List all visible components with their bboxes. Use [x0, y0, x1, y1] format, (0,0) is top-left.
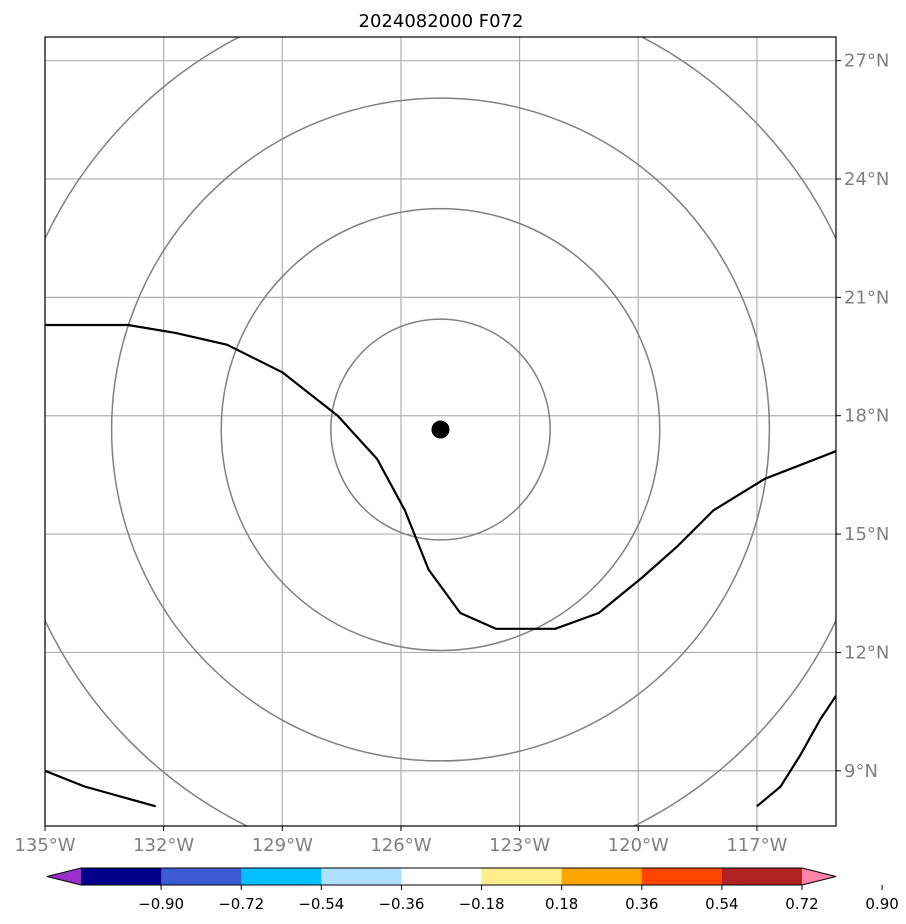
range-ring — [330, 318, 551, 541]
tick-label-lon: 117°W — [726, 835, 787, 856]
colorbar-segment — [401, 868, 483, 885]
tick-label-lat: 21°N — [844, 287, 889, 308]
tick-label-lon: 135°W — [14, 835, 75, 856]
tick-label-lon: 120°W — [608, 835, 669, 856]
tick-label-lat: 12°N — [844, 642, 889, 663]
colorbar-tick-label: −0.54 — [298, 895, 344, 913]
tick-label-lon: 129°W — [252, 835, 313, 856]
map-area: 135°W 132°W 129°W 126°W 123°W 120°W 117°W 9°N 12… — [14, 36, 889, 856]
main-contour — [45, 323, 836, 630]
colorbar-tick-label: −0.36 — [378, 895, 424, 913]
colorbar-tick-label: −0.18 — [459, 895, 505, 913]
se-contour — [756, 695, 836, 808]
colorbar-extend-high — [802, 868, 836, 885]
colorbar-outline — [46, 867, 837, 886]
range-ring — [110, 97, 771, 762]
colorbar-tick-label: 0.36 — [625, 895, 658, 913]
tick-label-lat: 18°N — [844, 406, 889, 427]
plot-frame — [44, 36, 837, 827]
plot-content — [45, 37, 836, 826]
colorbar-segment — [561, 868, 643, 885]
colorbar-tick-label: 0.54 — [705, 895, 738, 913]
tick-label-lon: 126°W — [370, 835, 431, 856]
colorbar-segment — [321, 868, 402, 885]
colorbar-extend-low — [47, 868, 81, 885]
range-ring — [220, 207, 661, 652]
tick-label-lat: 24°N — [844, 169, 889, 190]
tick-label-lat: 27°N — [844, 51, 889, 72]
colorbar-segment — [641, 868, 723, 885]
tick-label-lat: 15°N — [844, 524, 889, 545]
colorbar-segment — [241, 868, 322, 885]
colorbar-segment — [81, 868, 162, 885]
sw-contour — [45, 769, 156, 808]
chart-title: 2024082000 F072 — [359, 11, 524, 32]
storm-center-marker — [431, 420, 450, 439]
tick-label-lat: 9°N — [844, 761, 878, 782]
tick-label-lon: 132°W — [133, 835, 194, 856]
colorbar: −0.90 −0.72 −0.54 −0.36 −0.18 0.18 0.36 0.54 0.7… — [46, 867, 899, 913]
tick-label-lon: 123°W — [489, 835, 550, 856]
colorbar-tick-label: −0.90 — [138, 895, 184, 913]
colorbar-tick-label: 0.72 — [785, 895, 818, 913]
colorbar-tick-label: −0.72 — [218, 895, 264, 913]
colorbar-tick-label: 0.90 — [865, 895, 898, 913]
colorbar-segment — [161, 868, 242, 885]
colorbar-segment — [481, 868, 563, 885]
colorbar-tick-label: 0.18 — [545, 895, 578, 913]
colorbar-segment — [721, 868, 803, 885]
